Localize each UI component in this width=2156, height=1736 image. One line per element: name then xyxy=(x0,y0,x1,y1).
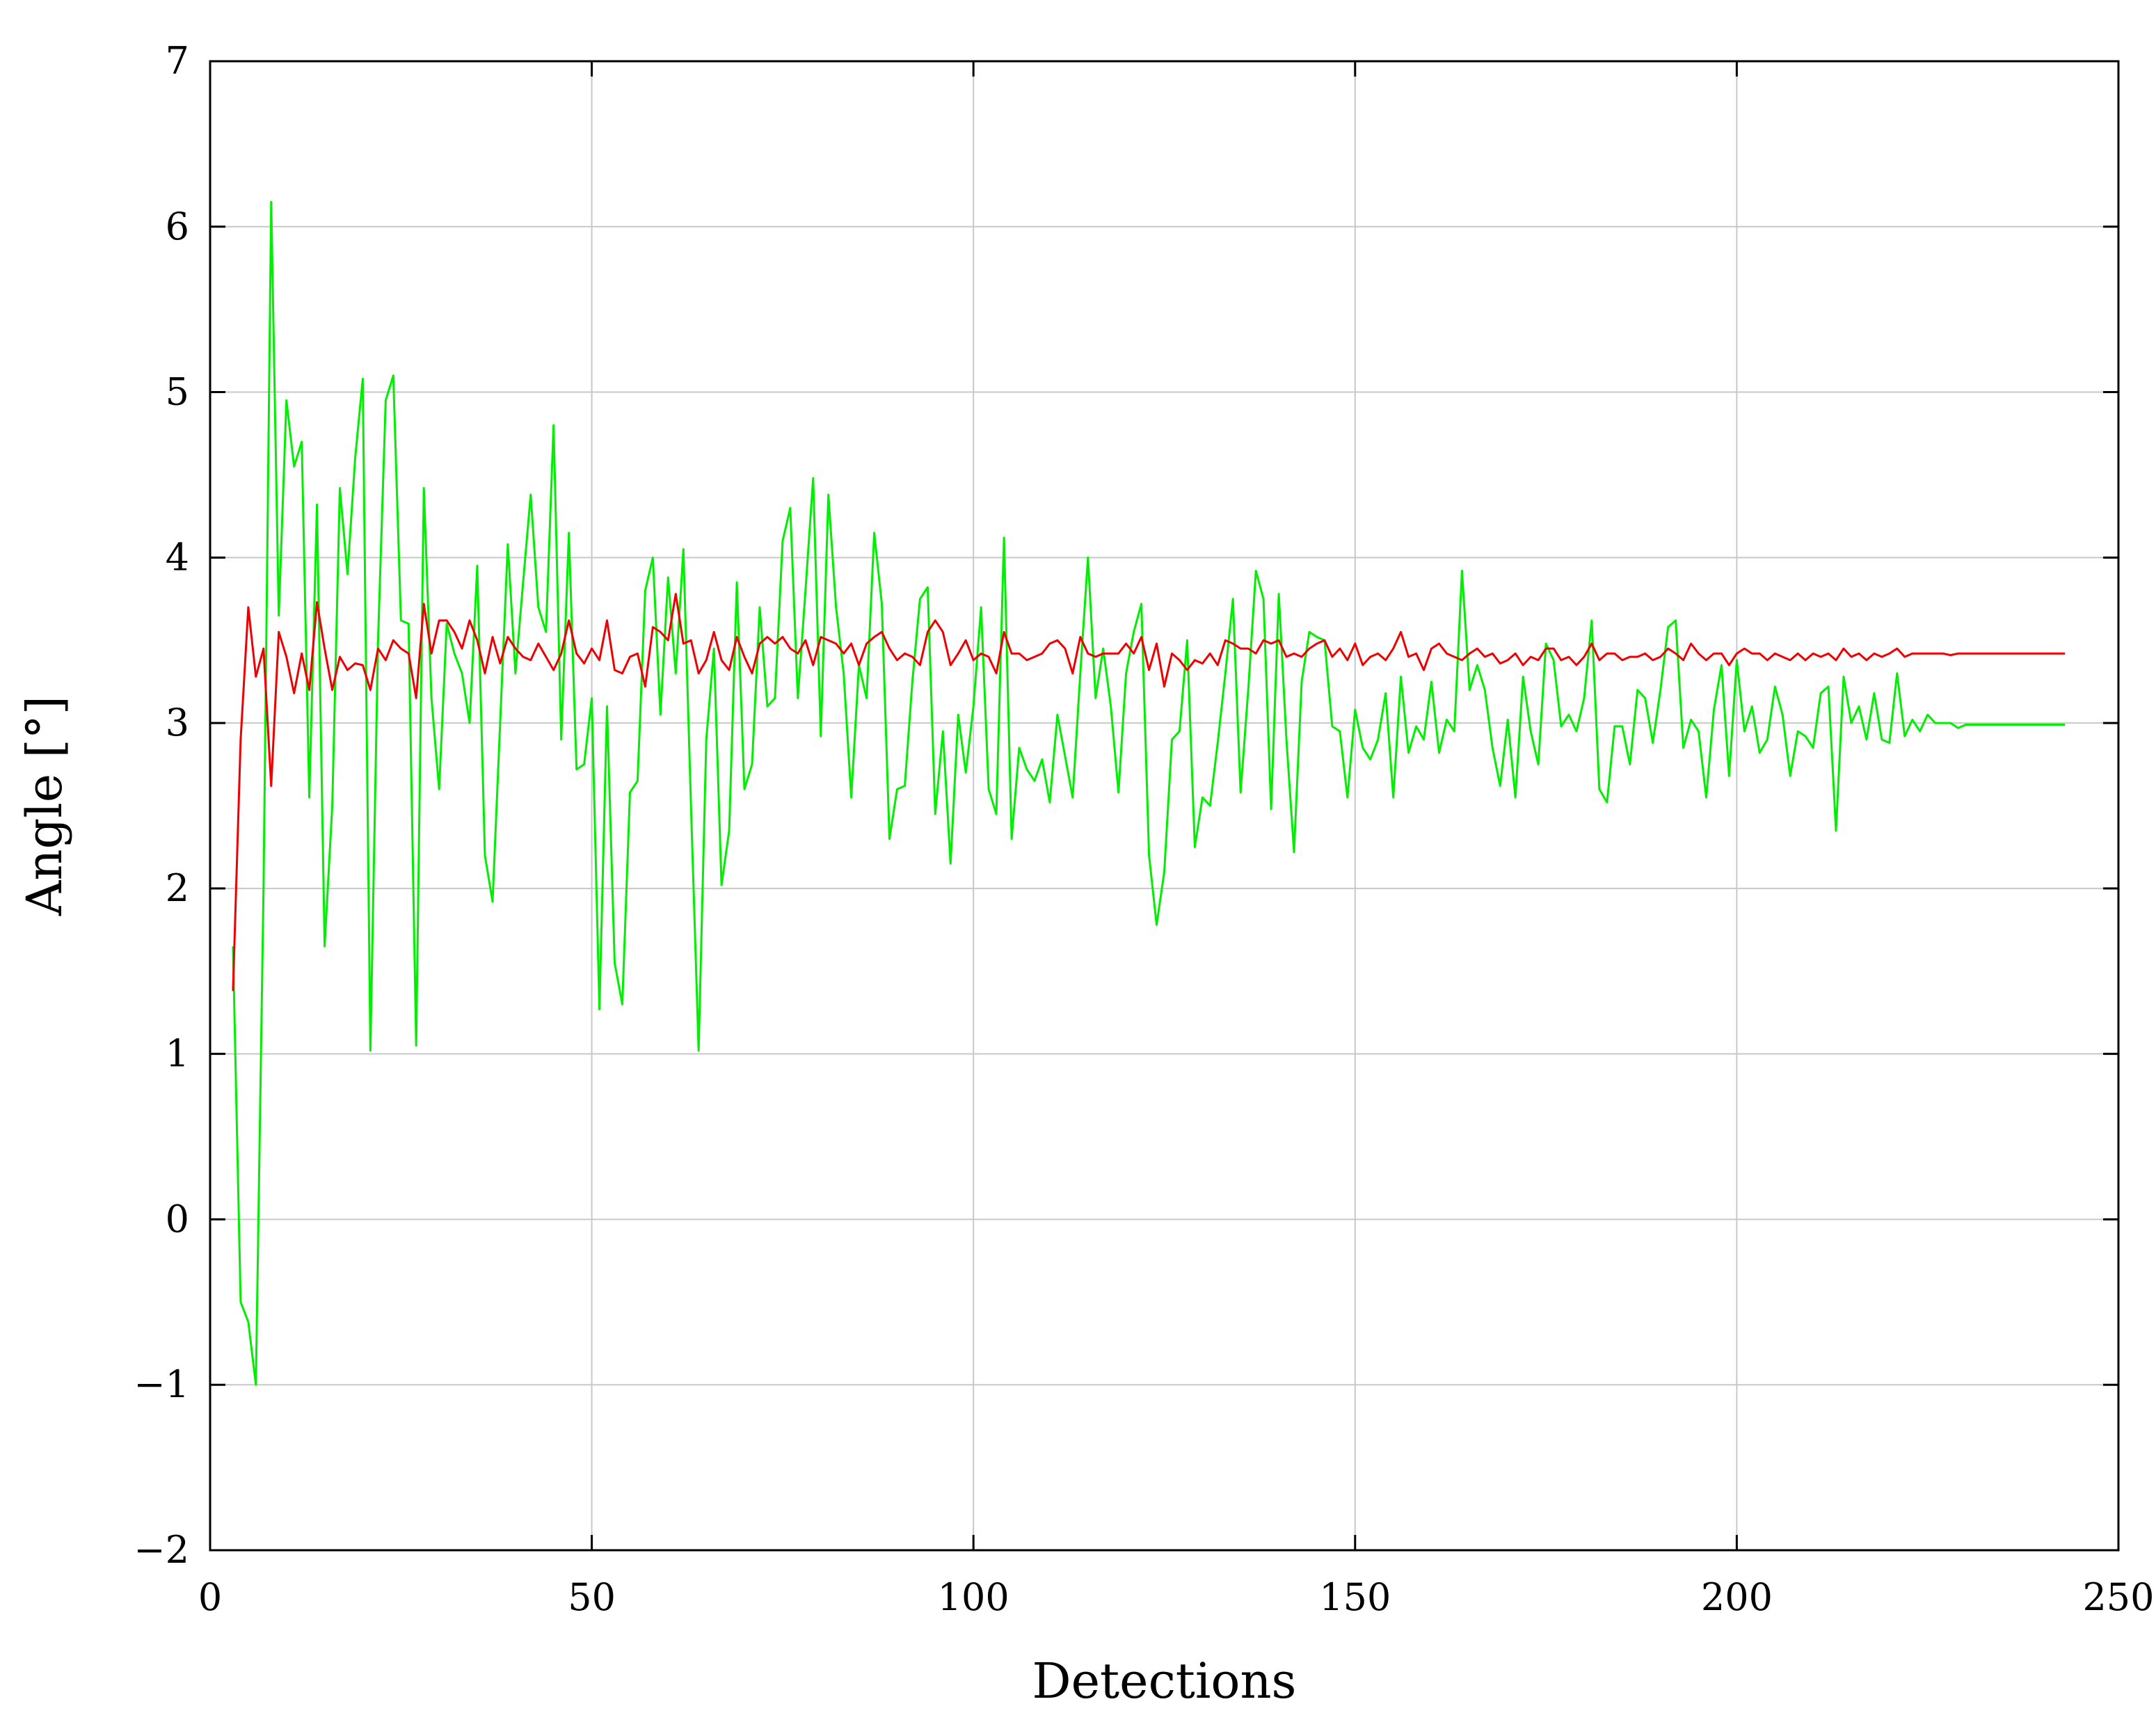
x-tick-label: 100 xyxy=(938,1575,1009,1619)
x-tick-label: 200 xyxy=(1701,1575,1773,1619)
y-tick-label: 5 xyxy=(166,370,189,414)
x-tick-label: 250 xyxy=(2082,1575,2154,1619)
y-tick-label: 1 xyxy=(166,1032,189,1076)
data-series xyxy=(232,200,2066,1386)
y-tick-label: 2 xyxy=(166,866,189,910)
x-tick-label: 0 xyxy=(198,1575,222,1619)
axis-ticks xyxy=(209,60,2120,1552)
y-tick-label: 0 xyxy=(166,1197,189,1241)
x-tick-labels: 0 50 100 150 200 250 xyxy=(198,1575,2155,1619)
y-axis-label: Angle [°] xyxy=(16,696,73,916)
x-tick-label: 50 xyxy=(568,1575,616,1619)
y-tick-label: 7 xyxy=(166,39,189,83)
series-line-1 xyxy=(232,200,2066,1386)
x-tick-label: 150 xyxy=(1319,1575,1391,1619)
y-tick-label: −2 xyxy=(134,1528,189,1572)
series-line-2 xyxy=(232,593,2066,992)
x-axis-label: Detections xyxy=(1032,1653,1297,1710)
y-tick-labels: −2 −1 0 1 2 3 4 5 6 7 xyxy=(134,39,189,1572)
gridlines xyxy=(210,61,2118,1550)
plot-frame xyxy=(209,60,2120,1552)
y-tick-label: −1 xyxy=(134,1362,189,1406)
y-tick-label: 4 xyxy=(166,535,189,579)
y-tick-label: 3 xyxy=(166,701,189,744)
y-tick-label: 6 xyxy=(166,205,189,248)
